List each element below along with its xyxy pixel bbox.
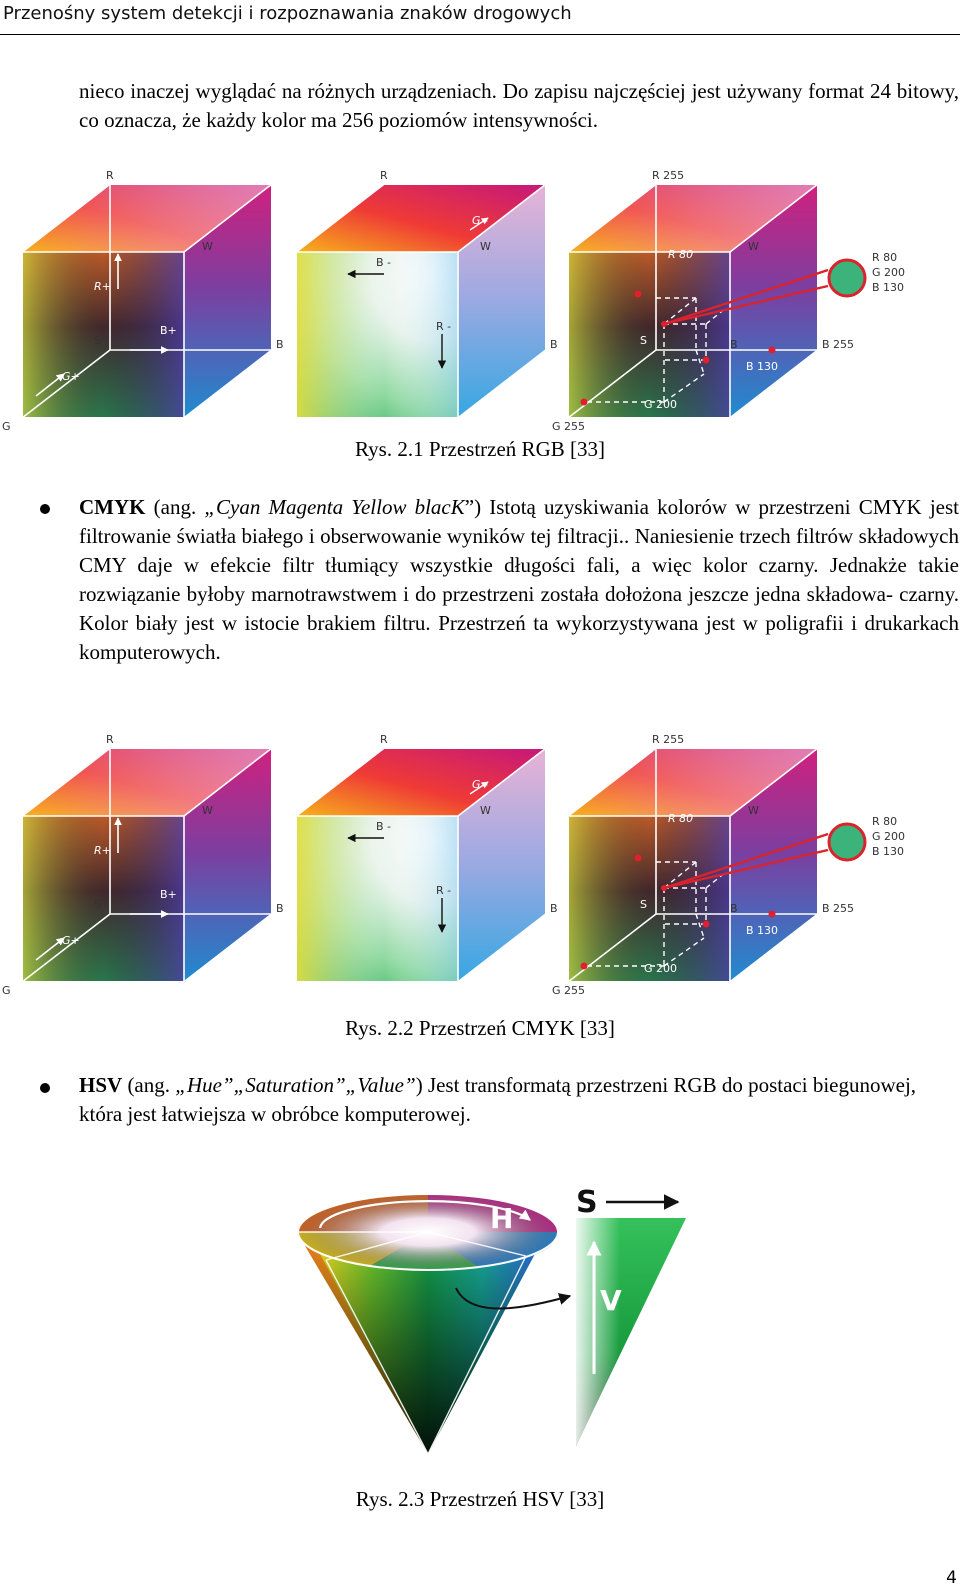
cube-label: R [106, 169, 114, 182]
cube-label: G 200 [644, 398, 677, 411]
running-title: Przenośny system detekcji i rozpoznawani… [3, 3, 572, 24]
cone-edges [298, 1231, 527, 1455]
cube-label: W [748, 240, 759, 253]
cube-axis-label: B - [376, 820, 391, 833]
color-sample-swatch [827, 258, 867, 298]
cube-axis-label: R - [436, 884, 451, 897]
page-header: Przenośny system detekcji i rozpoznawani… [0, 0, 960, 36]
cube-label: G [2, 420, 11, 433]
page-number: 4 [946, 1568, 957, 1588]
cube-label: W [480, 240, 491, 253]
cube-label: G 255 [552, 984, 585, 997]
cmyk-term: CMYK [79, 495, 146, 519]
cube-label: R [106, 733, 114, 746]
cube-label: B [550, 338, 558, 351]
cube-axis-label: R - [436, 320, 451, 333]
hsv-label-s: S [576, 1185, 598, 1220]
cube-axis-label: G+ [62, 934, 80, 947]
cmyk-quote: „ [204, 495, 217, 519]
figure-caption-1: Rys. 2.1 Przestrzeń RGB [33] [355, 437, 605, 461]
intro-paragraph: nieco inaczej wyglądać na różnych urządz… [79, 79, 959, 132]
sample-label: G 200 [872, 830, 905, 843]
cube-axis-label: R+ [94, 844, 111, 857]
cube-label: R 80 [668, 248, 693, 261]
hsv-close: ) [415, 1073, 423, 1097]
cube-label: B 130 [746, 924, 778, 937]
color-sample-swatch [827, 822, 867, 862]
cube-label: G [2, 984, 11, 997]
sample-label: G 200 [872, 266, 905, 279]
sample-label: R 80 [872, 815, 897, 828]
cube-label: W [202, 804, 213, 817]
bullet-cmyk [40, 504, 50, 514]
header-rule [0, 34, 960, 35]
cmyk-body: Istotą uzyskiwania kolorów w przestrzeni… [79, 495, 960, 664]
cube-3: R 255 W R 80 S B 255 B 130 G 200 G 255 B… [552, 733, 905, 997]
sample-label: R 80 [872, 251, 897, 264]
cube-axis-label: G+ [62, 370, 80, 383]
cube-label: W [748, 804, 759, 817]
figure-cmyk-cubes: R W S B G R+ B+ G+ R W B B - R - G - R 2… [2, 733, 905, 997]
figure-rgb-cubes: R W S B G R+ B+ G+ R W B B - R - G - R 2… [2, 169, 905, 433]
hue-rotation-arrow [318, 1200, 531, 1229]
cube-1: R W S B G R+ B+ G+ [2, 733, 284, 997]
cube-label: B [276, 338, 284, 351]
cube-label: S [640, 334, 647, 347]
cube-label: B 255 [822, 338, 854, 351]
hsv-paragraph: HSV (ang. „Hue”„Saturation”„Value”) Jest… [79, 1071, 959, 1129]
cube-label: R 255 [652, 733, 684, 746]
hsv-value: „Value” [345, 1073, 416, 1097]
cube-label: G 255 [552, 420, 585, 433]
cube-2: R W B B - R - G - [296, 733, 558, 982]
figure-caption-2: Rys. 2.2 Przestrzeń CMYK [33] [345, 1016, 615, 1040]
hsv-hue: „Hue” [175, 1073, 234, 1097]
transform-arrow [455, 1287, 572, 1310]
cube-axis-label: B - [376, 256, 391, 269]
sample-label: B 130 [872, 845, 904, 858]
cube-axis-label: B+ [160, 888, 177, 901]
cube-label: B [550, 902, 558, 915]
sample-label: B 130 [872, 281, 904, 294]
cube-label: B [730, 902, 738, 915]
cmyk-ang: (ang. [153, 495, 197, 519]
cube-label: B 130 [746, 360, 778, 373]
cube-label: S [94, 898, 101, 911]
cmyk-name: Cyan Magenta Yellow blacK [216, 495, 465, 519]
hsv-label-v: V [600, 1284, 622, 1317]
cube-label: S [640, 898, 647, 911]
cube-label: W [480, 804, 491, 817]
figure-hsv-cone: H V S [297, 1185, 686, 1455]
cmyk-paragraph: CMYK (ang. „Cyan Magenta Yellow blacK”) … [79, 493, 959, 667]
cube-1: R W S B G R+ B+ G+ [2, 169, 284, 433]
cube-axis-label: B+ [160, 324, 177, 337]
bullet-hsv [40, 1083, 50, 1093]
cube-label: B [730, 338, 738, 351]
cube-label: G 200 [644, 962, 677, 975]
hsv-saturation: „Saturation” [233, 1073, 346, 1097]
hsv-term: HSV [79, 1073, 123, 1097]
hsv-ang: (ang. [127, 1073, 171, 1097]
cube-label: R 255 [652, 169, 684, 182]
cube-label: B [276, 902, 284, 915]
cube-label: R [380, 169, 388, 182]
cube-axis-label: R+ [94, 280, 111, 293]
cube-label: B 255 [822, 902, 854, 915]
cube-axis-label: G - [472, 214, 488, 227]
figure-caption-3: Rys. 2.3 Przestrzeń HSV [33] [355, 1487, 605, 1511]
cube-axis-label: G - [472, 778, 488, 791]
cube-2: R W B B - R - G - [296, 169, 558, 418]
cmyk-close: ”) [464, 495, 482, 519]
cube-label: R [380, 733, 388, 746]
cube-label: W [202, 240, 213, 253]
cone-shade [298, 1234, 536, 1454]
cube-3: R 255 W R 80 S B 255 B 130 G 200 G 255 B… [552, 169, 905, 433]
hsv-body: Jest transformatą przestrzeni RGB do pos… [79, 1073, 917, 1126]
cube-label: S [94, 334, 101, 347]
sv-triangle-highlight [576, 1218, 686, 1446]
cube-label: R 80 [668, 812, 693, 825]
hsv-label-h: H [490, 1202, 513, 1235]
